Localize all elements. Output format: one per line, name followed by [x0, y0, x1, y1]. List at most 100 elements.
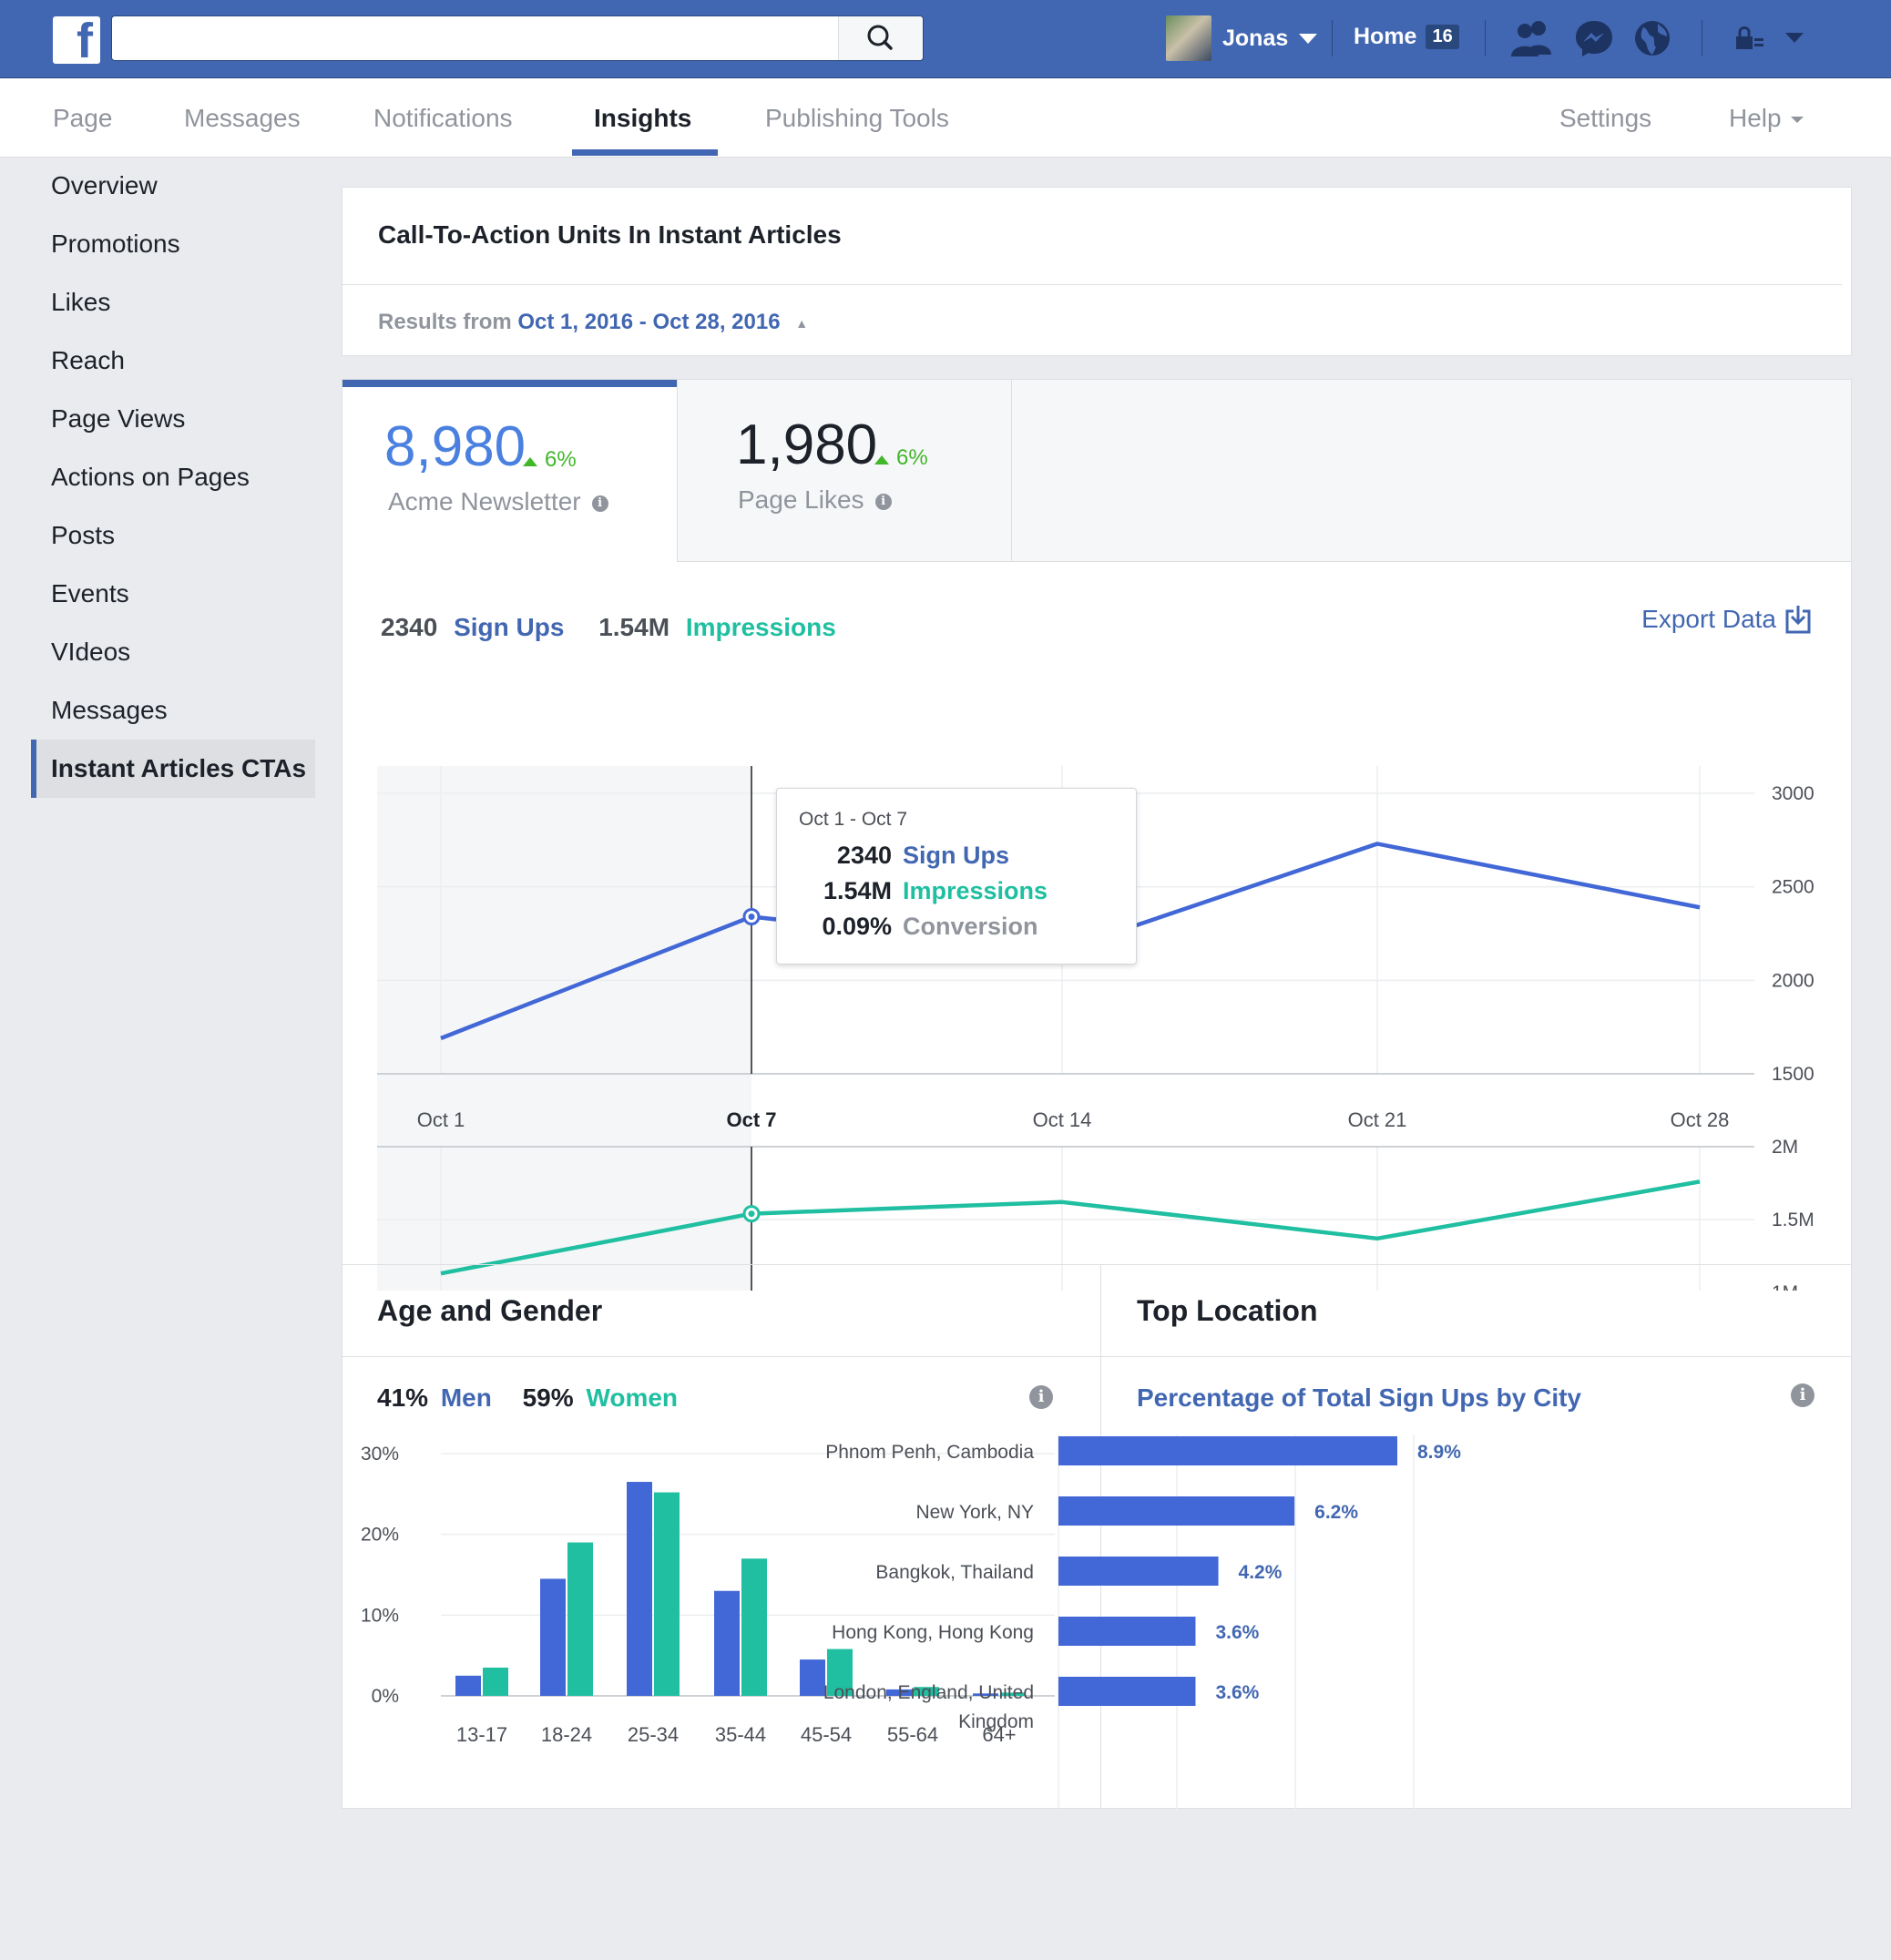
tab-help[interactable]: Help	[1729, 104, 1804, 133]
facebook-logo-icon[interactable]: f	[53, 14, 100, 68]
info-icon[interactable]: i	[1029, 1385, 1053, 1409]
stat-label: Page Likes i	[738, 485, 892, 515]
location-value-label: 4.2%	[1239, 1562, 1283, 1583]
impressions-point-center	[748, 1210, 755, 1218]
tab-settings[interactable]: Settings	[1559, 104, 1652, 132]
search-button[interactable]	[838, 16, 923, 60]
date-range-selector[interactable]: Results from Oct 1, 2016 - Oct 28, 2016 …	[378, 310, 808, 335]
y-tick-label: 20%	[361, 1525, 399, 1546]
women-bar	[1000, 1692, 1026, 1696]
signups-point-center	[748, 914, 755, 921]
divider	[1485, 20, 1486, 56]
women-label: Women	[586, 1383, 679, 1412]
info-icon[interactable]: i	[874, 493, 892, 510]
cta-insights-card: 8,980 6% Acme Newsletter i 1,980 6% Page …	[342, 379, 1852, 1810]
y-tick-label: 30%	[361, 1444, 399, 1465]
women-bar	[741, 1558, 767, 1696]
sidebar-item-likes[interactable]: Likes	[51, 288, 111, 316]
active-tab-indicator	[572, 149, 718, 156]
insights-sidebar: Overview Promotions Likes Reach Page Vie…	[31, 157, 315, 798]
info-icon[interactable]: i	[591, 495, 608, 512]
sidebar-item-page-views[interactable]: Page Views	[51, 404, 186, 433]
women-bar	[483, 1667, 508, 1696]
privacy-lock-icon[interactable]	[1734, 24, 1765, 55]
tab-page[interactable]: Page	[53, 104, 113, 132]
stat-tab-empty	[1012, 380, 1851, 562]
x-tick-label: 64+	[982, 1723, 1016, 1746]
location-chart-title: Percentage of Total Sign Ups by City	[1137, 1383, 1582, 1412]
divider	[342, 1356, 1100, 1357]
tooltip-value: 2340	[836, 842, 892, 869]
location-value-label: 8.9%	[1417, 1442, 1461, 1463]
sidebar-item-messages[interactable]: Messages	[51, 696, 168, 724]
location-city-label: Hong Kong, Hong Kong	[832, 1622, 1034, 1643]
x-tick-label: Oct 14	[1033, 1108, 1092, 1131]
top-location-title: Top Location	[1137, 1294, 1318, 1327]
sidebar-item-events[interactable]: Events	[51, 579, 129, 607]
x-tick-label: Oct 21	[1348, 1108, 1407, 1131]
tab-notifications[interactable]: Notifications	[373, 104, 513, 132]
home-link[interactable]: Home 16	[1354, 24, 1459, 50]
stat-tab-page-likes[interactable]: 1,980 6% Page Likes i	[677, 380, 1012, 562]
friend-requests-icon[interactable]	[1508, 18, 1556, 58]
women-bar	[827, 1649, 853, 1696]
messenger-icon[interactable]	[1574, 18, 1614, 58]
x-tick-label: 35-44	[715, 1723, 766, 1746]
sidebar-item-overview[interactable]: Overview	[51, 171, 158, 199]
arrow-up-icon	[874, 455, 889, 464]
home-count-badge: 16	[1426, 25, 1459, 49]
cta-header-card: Call-To-Action Units In Instant Articles…	[342, 187, 1852, 356]
location-bar	[1058, 1557, 1219, 1586]
stat-delta: 6%	[523, 447, 577, 473]
export-data-button[interactable]: Export Data	[1641, 604, 1813, 635]
x-tick-label: Oct 7	[726, 1108, 776, 1131]
profile-link[interactable]: Jonas	[1166, 15, 1318, 62]
x-tick-label: 13-17	[456, 1723, 507, 1746]
stat-delta-value: 6%	[545, 447, 577, 472]
tab-messages[interactable]: Messages	[184, 104, 301, 132]
impressions-legend-label: Impressions	[685, 613, 836, 641]
men-label: Men	[440, 1383, 492, 1412]
y-tick-label: 0%	[372, 1686, 399, 1707]
signups-total: 2340	[381, 613, 438, 641]
info-icon[interactable]: i	[1791, 1383, 1814, 1407]
location-bar	[1058, 1617, 1196, 1646]
sidebar-item-videos[interactable]: VIdeos	[51, 638, 131, 666]
account-menu-chevron-icon[interactable]	[1784, 31, 1805, 46]
tooltip-value: 1.54M	[823, 877, 892, 904]
men-bar	[800, 1659, 825, 1696]
divider	[1332, 20, 1333, 56]
stat-label-text: Acme Newsletter	[388, 487, 581, 516]
results-prefix: Results from	[378, 310, 512, 334]
signups-legend-label: Sign Ups	[454, 613, 565, 641]
location-bar	[1058, 1436, 1397, 1465]
notifications-globe-icon[interactable]	[1632, 18, 1672, 58]
y-tick-label: 1500	[1772, 1064, 1814, 1085]
tooltip-value: 0.09%	[822, 913, 892, 940]
location-city-label: Kingdom	[958, 1711, 1034, 1732]
user-name: Jonas	[1222, 25, 1289, 51]
sidebar-item-promotions[interactable]: Promotions	[51, 230, 180, 258]
divider	[1100, 1265, 1101, 1808]
chart-legend: 2340 Sign Ups 1.54M Impressions	[381, 613, 836, 642]
y-tick-label: 1M	[1772, 1282, 1798, 1291]
stat-value: 1,980	[736, 413, 878, 476]
chevron-down-icon	[1790, 117, 1804, 124]
tab-publishing-tools[interactable]: Publishing Tools	[765, 104, 949, 132]
sidebar-item-actions-on-pages[interactable]: Actions on Pages	[51, 463, 250, 491]
arrow-up-icon	[523, 457, 537, 466]
sidebar-item-reach[interactable]: Reach	[51, 346, 125, 374]
chevron-down-icon	[1299, 33, 1318, 44]
stat-tab-acme-newsletter[interactable]: 8,980 6% Acme Newsletter i	[342, 380, 677, 562]
sidebar-item-posts[interactable]: Posts	[51, 521, 116, 549]
search-input[interactable]	[111, 15, 924, 61]
sidebar-item-instant-articles-ctas[interactable]: Instant Articles CTAs	[31, 740, 315, 798]
y-tick-label: 2000	[1772, 970, 1814, 991]
stat-delta: 6%	[874, 445, 928, 471]
location-value-label: 6.2%	[1314, 1502, 1358, 1523]
men-bar	[455, 1675, 481, 1696]
men-bar	[627, 1482, 652, 1696]
tab-insights[interactable]: Insights	[594, 104, 692, 132]
date-range-value: Oct 1, 2016 - Oct 28, 2016	[517, 310, 781, 334]
signups-impressions-chart: 3000 2500 2000 1500 2M 1.5M 1M Oct 1 Oct 7 Oct 14…	[377, 766, 1814, 1291]
